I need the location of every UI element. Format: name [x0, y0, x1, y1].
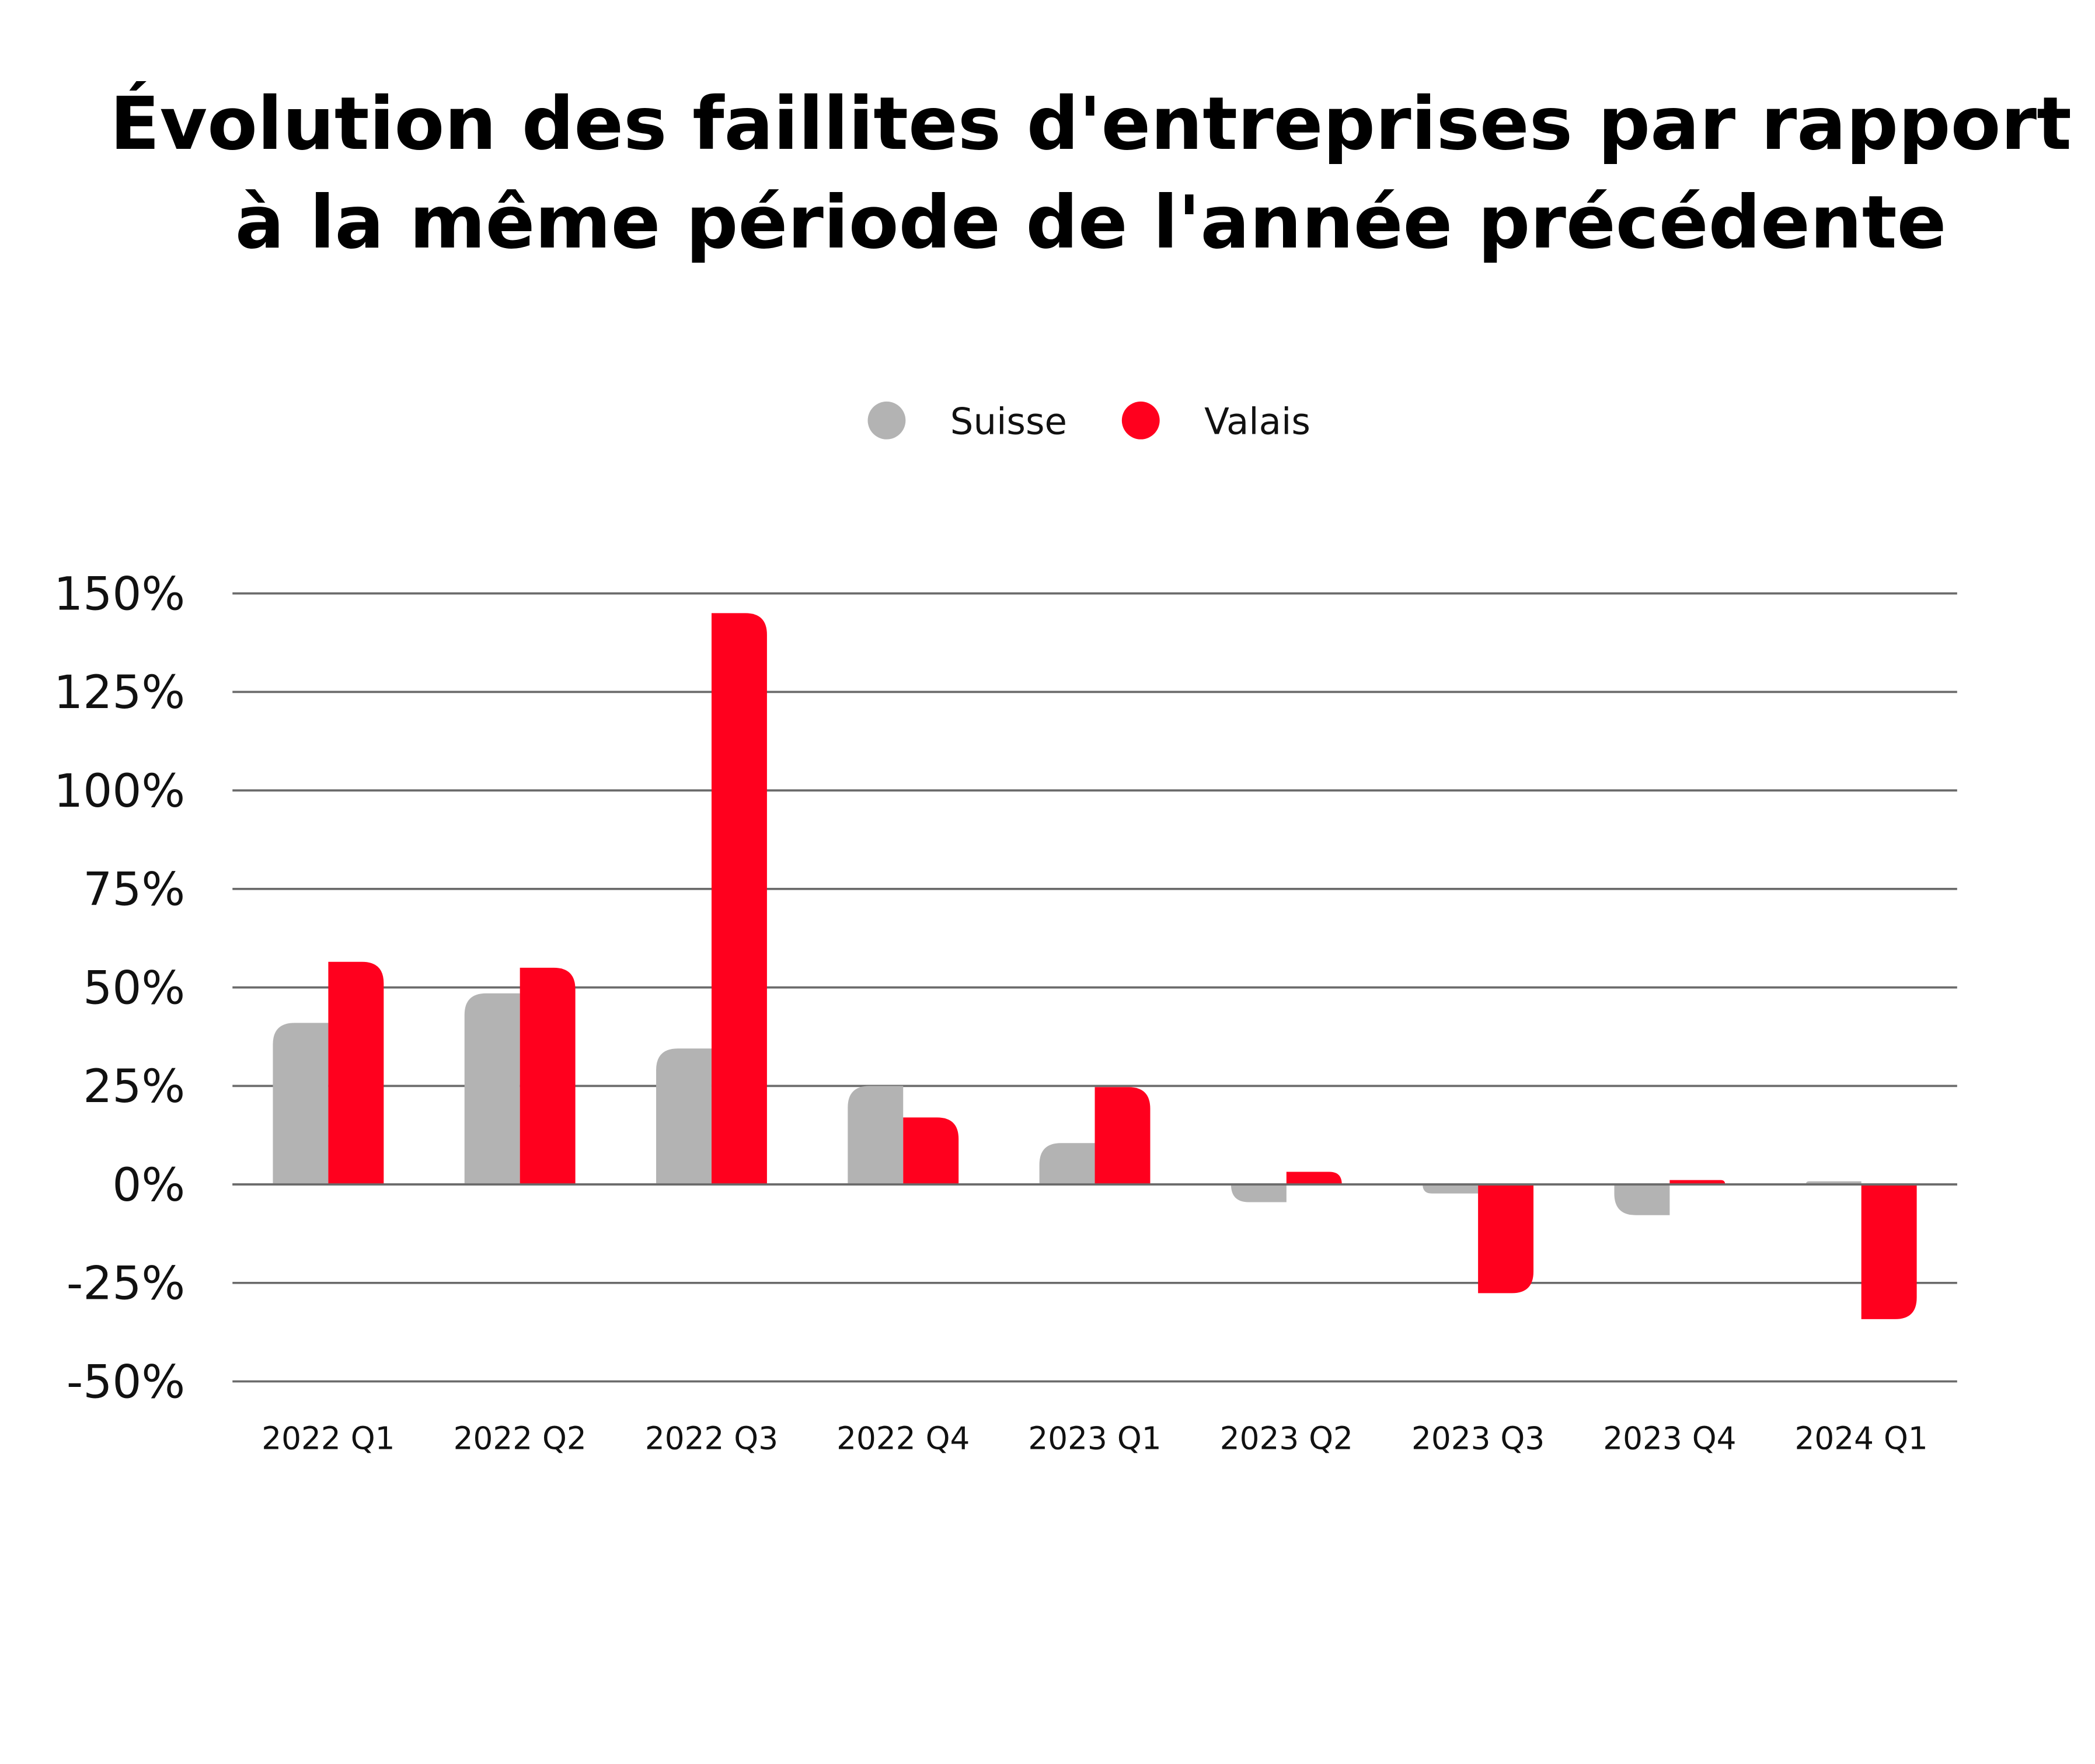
bar-valais-2023-q4 [1669, 1180, 1726, 1185]
bar-suisse-2022-q4 [848, 1086, 904, 1185]
y-tick-label: 100% [54, 764, 185, 818]
bar-suisse-2022-q2 [464, 993, 520, 1185]
y-tick-label: 0% [112, 1158, 185, 1212]
bar-valais-2023-q2 [1286, 1172, 1342, 1185]
legend-label-valais: Valais [1204, 400, 1310, 442]
x-tick-label: 2023 Q4 [1603, 1420, 1736, 1456]
chart-title-line-2: à la même période de l'année précédente [235, 180, 1947, 265]
bar-suisse-2023-q2 [1230, 1184, 1287, 1202]
bar-suisse-2022-q1 [273, 1023, 329, 1185]
x-tick-label: 2023 Q3 [1411, 1420, 1545, 1456]
y-tick-label: 125% [54, 665, 185, 719]
bar-valais-2022-q2 [520, 967, 576, 1185]
bar-valais-2023-q3 [1478, 1184, 1534, 1294]
y-tick-label: 50% [83, 961, 185, 1015]
bar-valais-2022-q1 [328, 961, 384, 1185]
x-tick-label: 2022 Q1 [262, 1420, 395, 1456]
y-tick-label: 75% [83, 863, 185, 916]
legend-marker-valais [1121, 401, 1160, 440]
bar-suisse-2022-q3 [656, 1048, 712, 1185]
bar-valais-2023-q1 [1094, 1087, 1151, 1185]
y-tick-label: 25% [83, 1059, 185, 1113]
x-tick-label: 2024 Q1 [1795, 1420, 1928, 1456]
x-tick-label: 2023 Q1 [1028, 1420, 1161, 1456]
y-tick-label: -50% [67, 1355, 185, 1409]
x-tick-label: 2022 Q3 [645, 1420, 778, 1456]
bar-suisse-2023-q4 [1614, 1184, 1670, 1215]
bar-valais-2022-q3 [711, 613, 767, 1185]
legend-marker-suisse [867, 401, 906, 440]
chart-title-line-1: Évolution des faillites d'entreprises pa… [110, 81, 2072, 166]
x-tick-label: 2022 Q2 [454, 1420, 587, 1456]
bar-suisse-2023-q3 [1423, 1184, 1479, 1194]
legend-label-suisse: Suisse [950, 400, 1067, 442]
bar-valais-2024-q1 [1861, 1184, 1917, 1319]
x-tick-label: 2022 Q4 [836, 1420, 970, 1456]
bar-suisse-2023-q1 [1039, 1143, 1095, 1185]
bar-valais-2022-q4 [903, 1117, 959, 1185]
legend: Suisse Valais [867, 400, 1310, 442]
y-tick-label: -25% [67, 1257, 185, 1310]
y-tick-label: 150% [54, 567, 185, 620]
x-tick-label: 2023 Q2 [1220, 1420, 1353, 1456]
